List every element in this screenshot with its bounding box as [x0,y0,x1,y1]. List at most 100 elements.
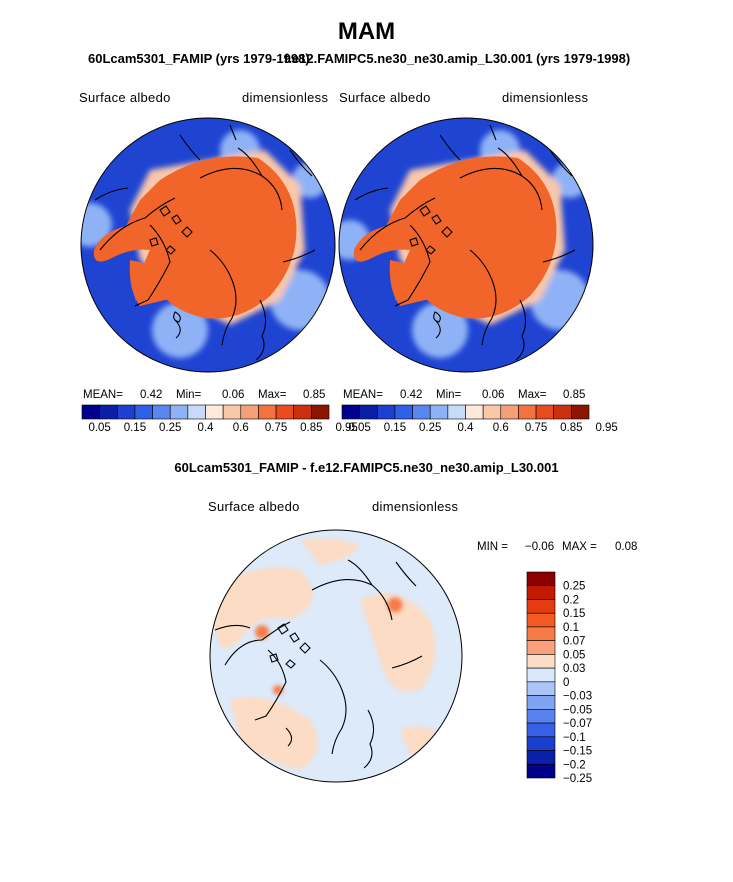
panel1-mean-value: 0.42 [140,389,163,401]
panel1-colorbar-swatch [81,404,100,420]
panel3-colorbar-tick-label: 0 [563,677,569,689]
panel1-min-value: 0.06 [222,389,245,401]
panel3-colorbar-swatch [526,571,556,587]
panel2-mean-label: MEAN= [343,389,383,401]
panel1-colorbar-tick-label: 0.85 [300,422,322,434]
panel2-min-value: 0.06 [482,389,505,401]
panel2-max-value: 0.85 [563,389,586,401]
panel3-colorbar-tick-label: 0.15 [563,608,585,620]
panel1-left-label: Surface albedo [79,90,171,105]
panel1-colorbar-swatch [205,404,224,420]
panel3-colorbar-tick-label: 0.1 [563,622,579,634]
panel2-colorbar-tick-label: 0.4 [458,422,475,434]
panel3-map [210,530,462,782]
panel2-colorbar-swatch [429,404,449,420]
panel2-colorbar-tick-label: 0.05 [348,422,370,434]
panel2-colorbar-swatch [518,404,537,420]
panel3-colorbar-tick-label: −0.2 [563,759,586,771]
panel2-colorbar-swatch [553,404,572,420]
panel1-colorbar-swatch [187,404,206,420]
panel3-colorbar-swatch [526,736,556,751]
panel3-colorbar-swatch [526,681,556,696]
panel3-colorbar-tick-label: 0.07 [563,636,585,648]
panel2-coastlines [354,124,576,361]
panel3-colorbar: 0.250.2 0.15 0.1 0.070.05 0.03 0 −0.03−0.05 −0.… [526,571,592,785]
panel1-colorbar-tick-label: 0.6 [233,422,249,434]
panel2-right-label: dimensionless [502,90,589,105]
panel2-colorbar-swatch [571,404,590,420]
page-title: MAM [337,18,396,45]
panel3-max-label: MAX = [562,541,597,553]
panel1-colorbar-swatch [134,404,153,420]
panel2-colorbar-swatch [482,404,502,420]
panel3-positive-anomalies [215,538,445,770]
panel3-colorbar-tick-label: 0.2 [563,594,579,606]
panel2-colorbar-swatch [447,404,466,420]
panel2-colorbar-swatch [394,404,413,420]
panel2-title: f.e12.FAMIPC5.ne30_ne30.amip_L30.001 (yr… [284,51,631,66]
panel2-colorbar-tick-label: 0.15 [384,422,406,434]
panel3-left-label: Surface albedo [208,499,300,514]
panel3-colorbar-tick-label: −0.05 [563,704,592,716]
panel3-map-border [209,529,463,783]
panel1-coastlines [94,124,316,361]
panel2-colorbar-tick-label: 0.6 [493,422,509,434]
panel2-map [339,118,593,372]
panel1-colorbar-swatch [116,404,136,420]
panel3-colorbar-swatch [526,612,556,628]
panel1-max-value: 0.85 [303,389,326,401]
panel3-max-value: 0.08 [615,541,638,553]
panel2-colorbar-swatch [412,404,431,420]
panel2-min-label: Min= [436,389,462,401]
panel1-colorbar-swatch [152,404,171,420]
panel3-right-label: dimensionless [372,499,459,514]
panel2-colorbar-swatch [359,404,378,420]
panel1-colorbar-swatch [99,404,118,420]
panel3-title: 60Lcam5301_FAMIP - f.e12.FAMIPC5.ne30_ne… [174,460,559,475]
panel1-colorbar-swatch [240,404,259,420]
panel1-min-label: Min= [176,389,202,401]
panel2-colorbar-tick-label: 0.25 [419,422,441,434]
panel3-colorbar-swatch [526,709,556,724]
panel3-min-value: −0.06 [525,541,555,553]
panel2-colorbar-tick-label: 0.95 [595,422,617,434]
panel3-colorbar-tick-label: 0.03 [563,663,585,675]
panel1-colorbar-tick-label: 0.95 [335,422,357,434]
panel2-colorbar-tick-label: 0.85 [560,422,582,434]
panel1-colorbar-tick-label: 0.75 [265,422,287,434]
panel2-colorbar-swatch [535,404,555,420]
panel2-colorbar-swatch [500,404,519,420]
panel2-colorbar-swatch [341,404,360,420]
panel3-colorbar-swatch [526,763,556,779]
panel1-colorbar-swatch [275,404,295,420]
panel1-colorbar-tick-label: 0.25 [159,422,181,434]
panel1-colorbar-swatch [222,404,242,420]
panel2-colorbar-tick-label: 0.75 [525,422,547,434]
panel1-colorbar: 0.05 0.15 0.25 0.4 0.6 0.75 0.85 0.95 [81,404,358,434]
panel3-colorbar-tick-label: 0.05 [563,649,585,661]
panel2-colorbar-swatch [465,404,484,420]
panel1-title: 60Lcam5301_FAMIP (yrs 1979-1998) [88,51,310,66]
panel3-min-label: MIN = [477,541,508,553]
panel2-colorbar: 0.05 0.15 0.25 0.4 0.6 0.75 0.85 0.95 [341,404,618,434]
panel3-colorbar-swatch [526,626,556,641]
panel1-map-border [80,117,336,373]
panel1-colorbar-swatch [311,404,330,420]
panel3-colorbar-tick-label: 0.25 [563,581,585,593]
panel1-mean-label: MEAN= [83,389,123,401]
panel3-colorbar-tick-label: −0.03 [563,691,592,703]
panel3-colorbar-swatch [526,585,556,600]
panel3-colorbar-tick-label: −0.1 [563,732,586,744]
panel3-colorbar-swatch [526,722,556,738]
panel3-colorbar-swatch [526,599,556,614]
panel2-map-border [338,117,594,373]
panel3-colorbar-tick-label: −0.25 [563,773,592,785]
panel3-colorbar-swatch [526,654,556,669]
panel1-colorbar-tick-label: 0.15 [124,422,146,434]
panel1-colorbar-swatch [169,404,189,420]
panel1-right-label: dimensionless [242,90,329,105]
panel1-colorbar-swatch [258,404,277,420]
panel1-colorbar-tick-label: 0.05 [88,422,110,434]
panel1-max-label: Max= [258,389,287,401]
